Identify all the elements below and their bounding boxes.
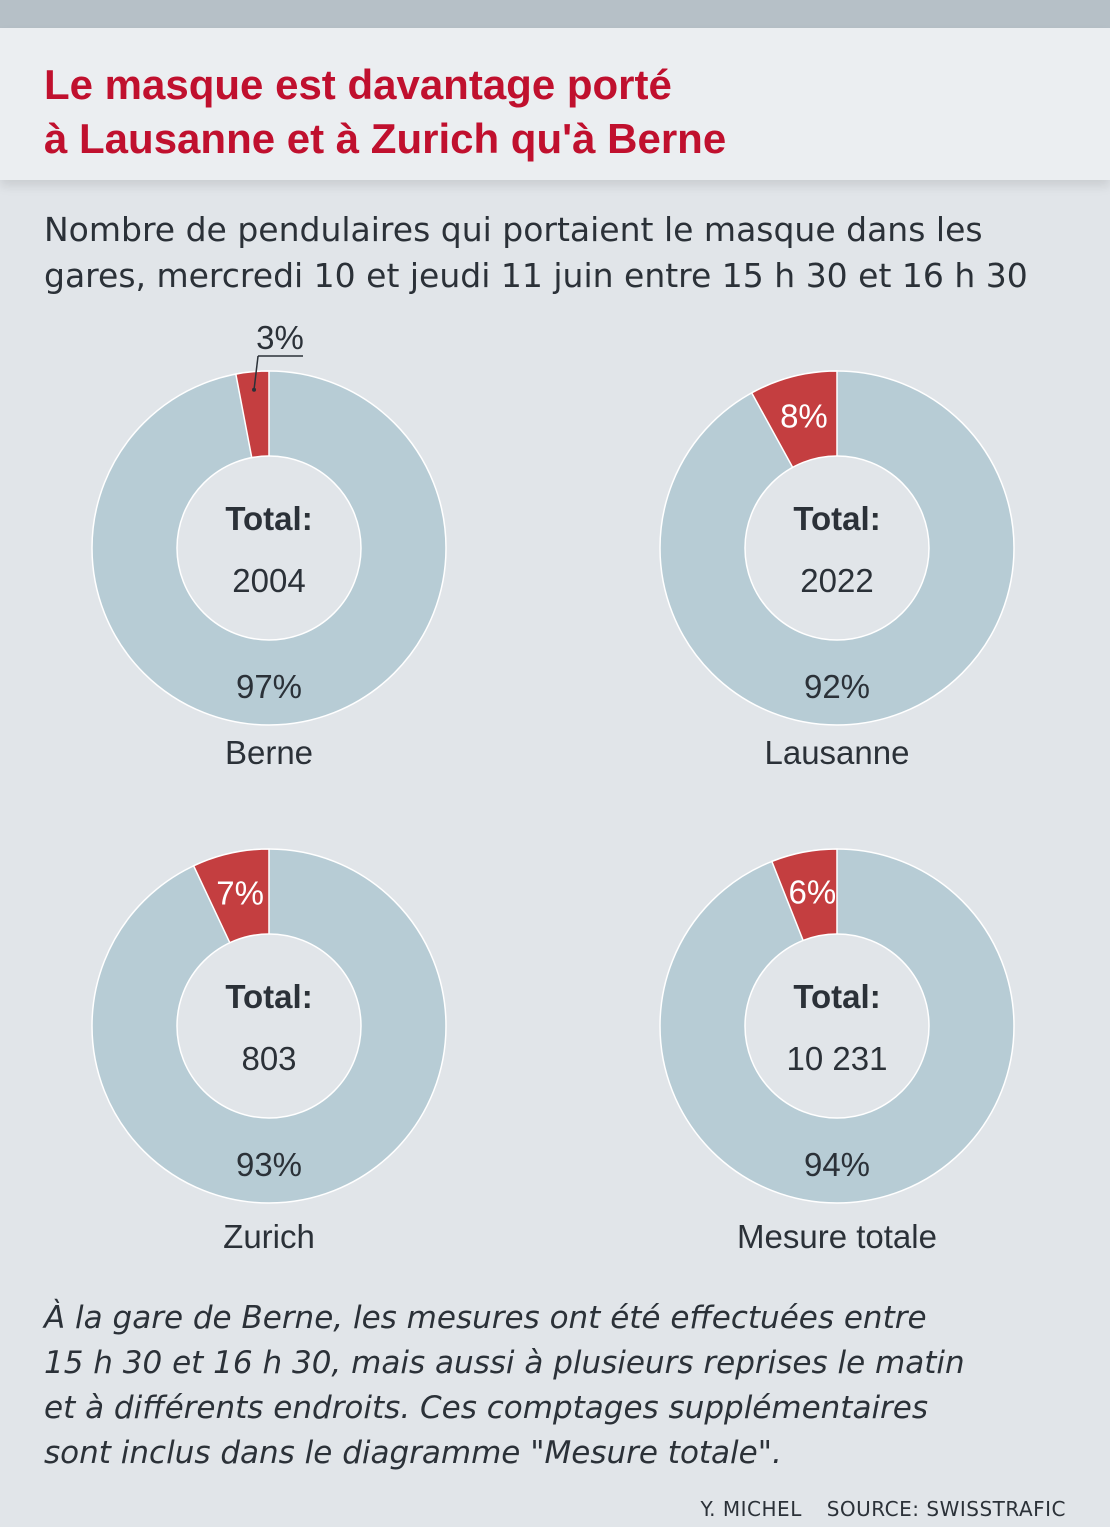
- total-label: Total:: [225, 500, 312, 537]
- total-label: Total:: [793, 500, 880, 537]
- title-line-2: à Lausanne et à Zurich qu'à Berne: [44, 115, 727, 162]
- footnote-line-2: 15 h 30 et 16 h 30, mais aussi à plusieu…: [44, 1345, 965, 1381]
- callout-line: [253, 355, 259, 390]
- donut-mesure-totale: Total: 10 231 94% 6% Mesure totale: [659, 848, 1015, 1255]
- mask-percent-label: 6%: [788, 873, 836, 910]
- source-credit: SOURCE: SWISSTRAFIC: [826, 1497, 1066, 1521]
- donut-name: Berne: [225, 734, 313, 771]
- credits: Y. MICHEL SOURCE: SWISSTRAFIC: [701, 1497, 1066, 1521]
- footnote-line-3: et à différents endroits. Ces comptages …: [44, 1390, 929, 1426]
- no-mask-percent-label: 97%: [236, 668, 302, 705]
- total-label: Total:: [225, 978, 312, 1015]
- footnote: À la gare de Berne, les mesures ont été …: [44, 1296, 1084, 1476]
- top-bar: [0, 0, 1110, 28]
- total-value: 803: [241, 1040, 296, 1077]
- mask-percent-label: 8%: [780, 397, 828, 434]
- chart-subtitle: Nombre de pendulaires qui portaient le m…: [44, 207, 1074, 299]
- total-value: 2004: [232, 562, 305, 599]
- footnote-line-1: À la gare de Berne, les mesures ont été …: [44, 1300, 927, 1336]
- subtitle-line-1: Nombre de pendulaires qui portaient le m…: [44, 210, 983, 249]
- donut-berne: Total: 2004 97% 3% Berne: [91, 319, 447, 771]
- header-band: [0, 28, 1110, 180]
- donut-hole: [744, 933, 930, 1119]
- total-label: Total:: [793, 978, 880, 1015]
- no-mask-percent-label: 94%: [804, 1146, 870, 1183]
- subtitle-line-2: gares, mercredi 10 et jeudi 11 juin entr…: [44, 256, 1028, 295]
- no-mask-percent-label: 93%: [236, 1146, 302, 1183]
- mask-percent-label: 7%: [216, 874, 264, 911]
- footnote-line-4: sont inclus dans le diagramme "Mesure to…: [44, 1435, 782, 1471]
- title-line-1: Le masque est davantage porté: [44, 61, 672, 108]
- mask-percent-label: 3%: [256, 319, 304, 356]
- donut-hole: [176, 933, 362, 1119]
- donut-name: Lausanne: [765, 734, 910, 771]
- total-value: 2022: [800, 562, 873, 599]
- donut-name: Mesure totale: [737, 1218, 937, 1255]
- no-mask-percent-label: 92%: [804, 668, 870, 705]
- donut-name: Zurich: [223, 1218, 315, 1255]
- donut-zurich: Total: 803 93% 7% Zurich: [91, 848, 447, 1255]
- total-value: 10 231: [787, 1040, 888, 1077]
- donut-hole: [744, 455, 930, 641]
- chart-title: Le masque est davantage porté à Lausanne…: [44, 58, 1074, 166]
- donut-lausanne: Total: 2022 92% 8% Lausanne: [659, 370, 1015, 771]
- donut-hole: [176, 455, 362, 641]
- author-credit: Y. MICHEL: [700, 1497, 802, 1521]
